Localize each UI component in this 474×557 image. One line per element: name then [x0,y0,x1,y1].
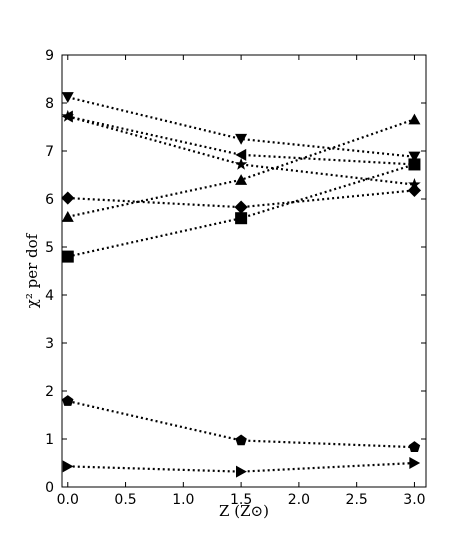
x-tick-label: 2.5 [346,492,368,508]
x-axis-label: Z (Z⊙) [219,502,269,520]
data-point-triangle-right [236,465,247,478]
data-point-triangle-right [409,457,421,469]
series-triangle-up [61,113,421,222]
data-point-diamond [61,191,75,205]
y-tick-label: 8 [45,96,54,112]
y-tick-label: 7 [45,144,54,160]
x-tick-label: 3.0 [403,492,425,508]
data-point-square [235,212,248,225]
series-square [61,158,421,263]
y-axis-label: χ² per dof [23,232,41,308]
data-point-pentagon [235,434,247,446]
data-point-triangle-down [235,133,248,145]
y-tick-label: 2 [45,384,54,400]
data-point-pentagon [408,441,421,453]
x-tick-label: 0.0 [57,492,79,508]
data-point-diamond [407,183,422,197]
x-tick-label: 1.5 [230,492,252,508]
data-point-triangle-up [408,113,421,125]
data-point-triangle-down [61,92,74,103]
x-tick-label: 2.0 [288,492,310,508]
data-point-square [61,250,74,263]
y-tick-label: 9 [45,48,54,64]
series-triangle-down [61,92,421,163]
plot-area [61,54,427,488]
y-tick-label: 4 [45,288,54,304]
data-point-triangle-right [62,460,74,473]
y-tick-label: 0 [45,480,54,496]
series-pentagon [62,395,421,453]
y-tick-label: 1 [45,432,54,448]
data-point-triangle-up [235,174,248,185]
x-tick-label: 1.0 [172,492,194,508]
x-tick-label: 0.5 [114,492,136,508]
data-point-pentagon [62,395,74,406]
data-point-star [61,109,75,122]
data-point-diamond [234,200,248,214]
data-point-triangle-down [408,151,421,163]
axis-ticks: 0.0 0.5 1.0 1.5 2.0 2.5 3.0 0 1 2 3 4 5 6 7 8 9 [45,48,426,508]
y-tick-label: 6 [45,192,54,208]
series-layer [61,92,422,478]
series-diamond [61,183,422,214]
y-tick-label: 3 [45,336,54,352]
series-triangle-right [62,457,421,478]
data-point-triangle-up [61,211,74,222]
data-point-square [408,158,421,171]
data-point-triangle-left [235,148,247,161]
data-point-star [234,157,248,170]
y-tick-label: 5 [45,240,54,256]
series-line [67,115,415,186]
